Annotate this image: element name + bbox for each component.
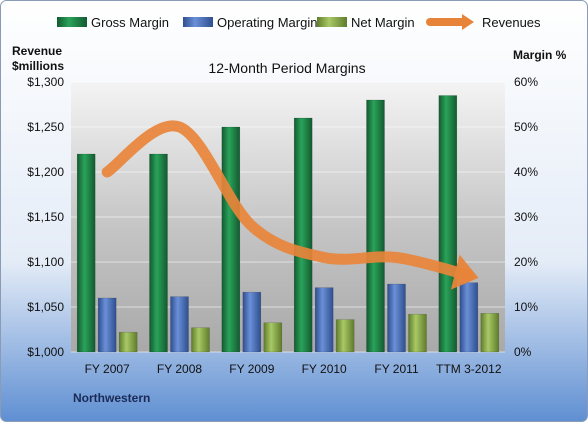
bar bbox=[263, 322, 283, 353]
bar bbox=[387, 283, 406, 353]
legend-swatch bbox=[183, 17, 213, 27]
right-tick-label: 10% bbox=[514, 300, 538, 314]
bar bbox=[366, 99, 385, 353]
chart-title: 12-Month Period Margins bbox=[208, 60, 365, 76]
bar bbox=[335, 319, 355, 353]
left-tick-label: $1,300 bbox=[27, 75, 64, 89]
legend: Gross Margin Operating Margin Net Margin Re… bbox=[57, 14, 541, 30]
bars bbox=[76, 95, 500, 353]
right-axis-ticks: 0% 10% 20% 30% 40% 50% 60% bbox=[514, 75, 538, 359]
left-tick-label: $1,200 bbox=[27, 165, 64, 179]
legend-label: Gross Margin bbox=[91, 15, 169, 30]
left-axis-ticks: $1,000 $1,050 $1,100 $1,150 $1,200 $1,250 $1,3… bbox=[27, 75, 64, 359]
legend-label: Net Margin bbox=[351, 15, 415, 30]
right-tick-label: 50% bbox=[514, 120, 538, 134]
x-tick-label: FY 2008 bbox=[157, 362, 202, 376]
revenue-arrowhead bbox=[450, 254, 479, 290]
legend-label: Operating Margin bbox=[217, 15, 317, 30]
bar bbox=[438, 95, 458, 353]
left-tick-label: $1,000 bbox=[27, 345, 64, 359]
x-tick-label: FY 2011 bbox=[374, 362, 419, 376]
right-tick-label: 0% bbox=[514, 345, 532, 359]
legend-swatch bbox=[57, 17, 87, 27]
bar bbox=[118, 331, 138, 353]
x-tick-label: TTM 3-2012 bbox=[436, 362, 502, 376]
left-tick-label: $1,250 bbox=[27, 120, 64, 134]
bar bbox=[314, 287, 334, 353]
legend-label: Revenues bbox=[482, 15, 541, 30]
right-tick-label: 60% bbox=[514, 75, 538, 89]
bar bbox=[293, 117, 313, 353]
left-tick-label: $1,050 bbox=[27, 300, 64, 314]
left-axis-label-line1: Revenue bbox=[12, 44, 62, 58]
bar bbox=[221, 126, 241, 353]
right-tick-label: 20% bbox=[514, 255, 538, 269]
bar bbox=[242, 291, 262, 353]
x-axis-ticks: FY 2007 FY 2008 FY 2009 FY 2010 FY 2011 TTM 3… bbox=[85, 362, 502, 376]
x-tick-label: FY 2010 bbox=[302, 362, 347, 376]
left-axis-label-line2: $millions bbox=[12, 59, 64, 73]
bar bbox=[76, 153, 96, 353]
x-tick-label: FY 2007 bbox=[85, 362, 130, 376]
bar bbox=[97, 297, 117, 353]
revenue-line-path bbox=[101, 120, 475, 281]
right-axis-label: Margin % bbox=[513, 48, 567, 62]
right-tick-label: 30% bbox=[514, 210, 538, 224]
left-tick-label: $1,100 bbox=[27, 255, 64, 269]
company-name: Northwestern bbox=[73, 391, 150, 405]
bar bbox=[191, 327, 210, 353]
bar bbox=[408, 313, 427, 353]
bar bbox=[459, 282, 479, 353]
legend-swatch-arrow bbox=[462, 14, 474, 30]
left-tick-label: $1,150 bbox=[27, 210, 64, 224]
legend-swatch bbox=[317, 17, 347, 27]
bar bbox=[480, 313, 500, 353]
x-tick-label: FY 2009 bbox=[229, 362, 274, 376]
bar bbox=[149, 153, 168, 353]
right-tick-label: 40% bbox=[514, 165, 538, 179]
revenue-line bbox=[101, 120, 479, 290]
bar bbox=[170, 296, 189, 353]
